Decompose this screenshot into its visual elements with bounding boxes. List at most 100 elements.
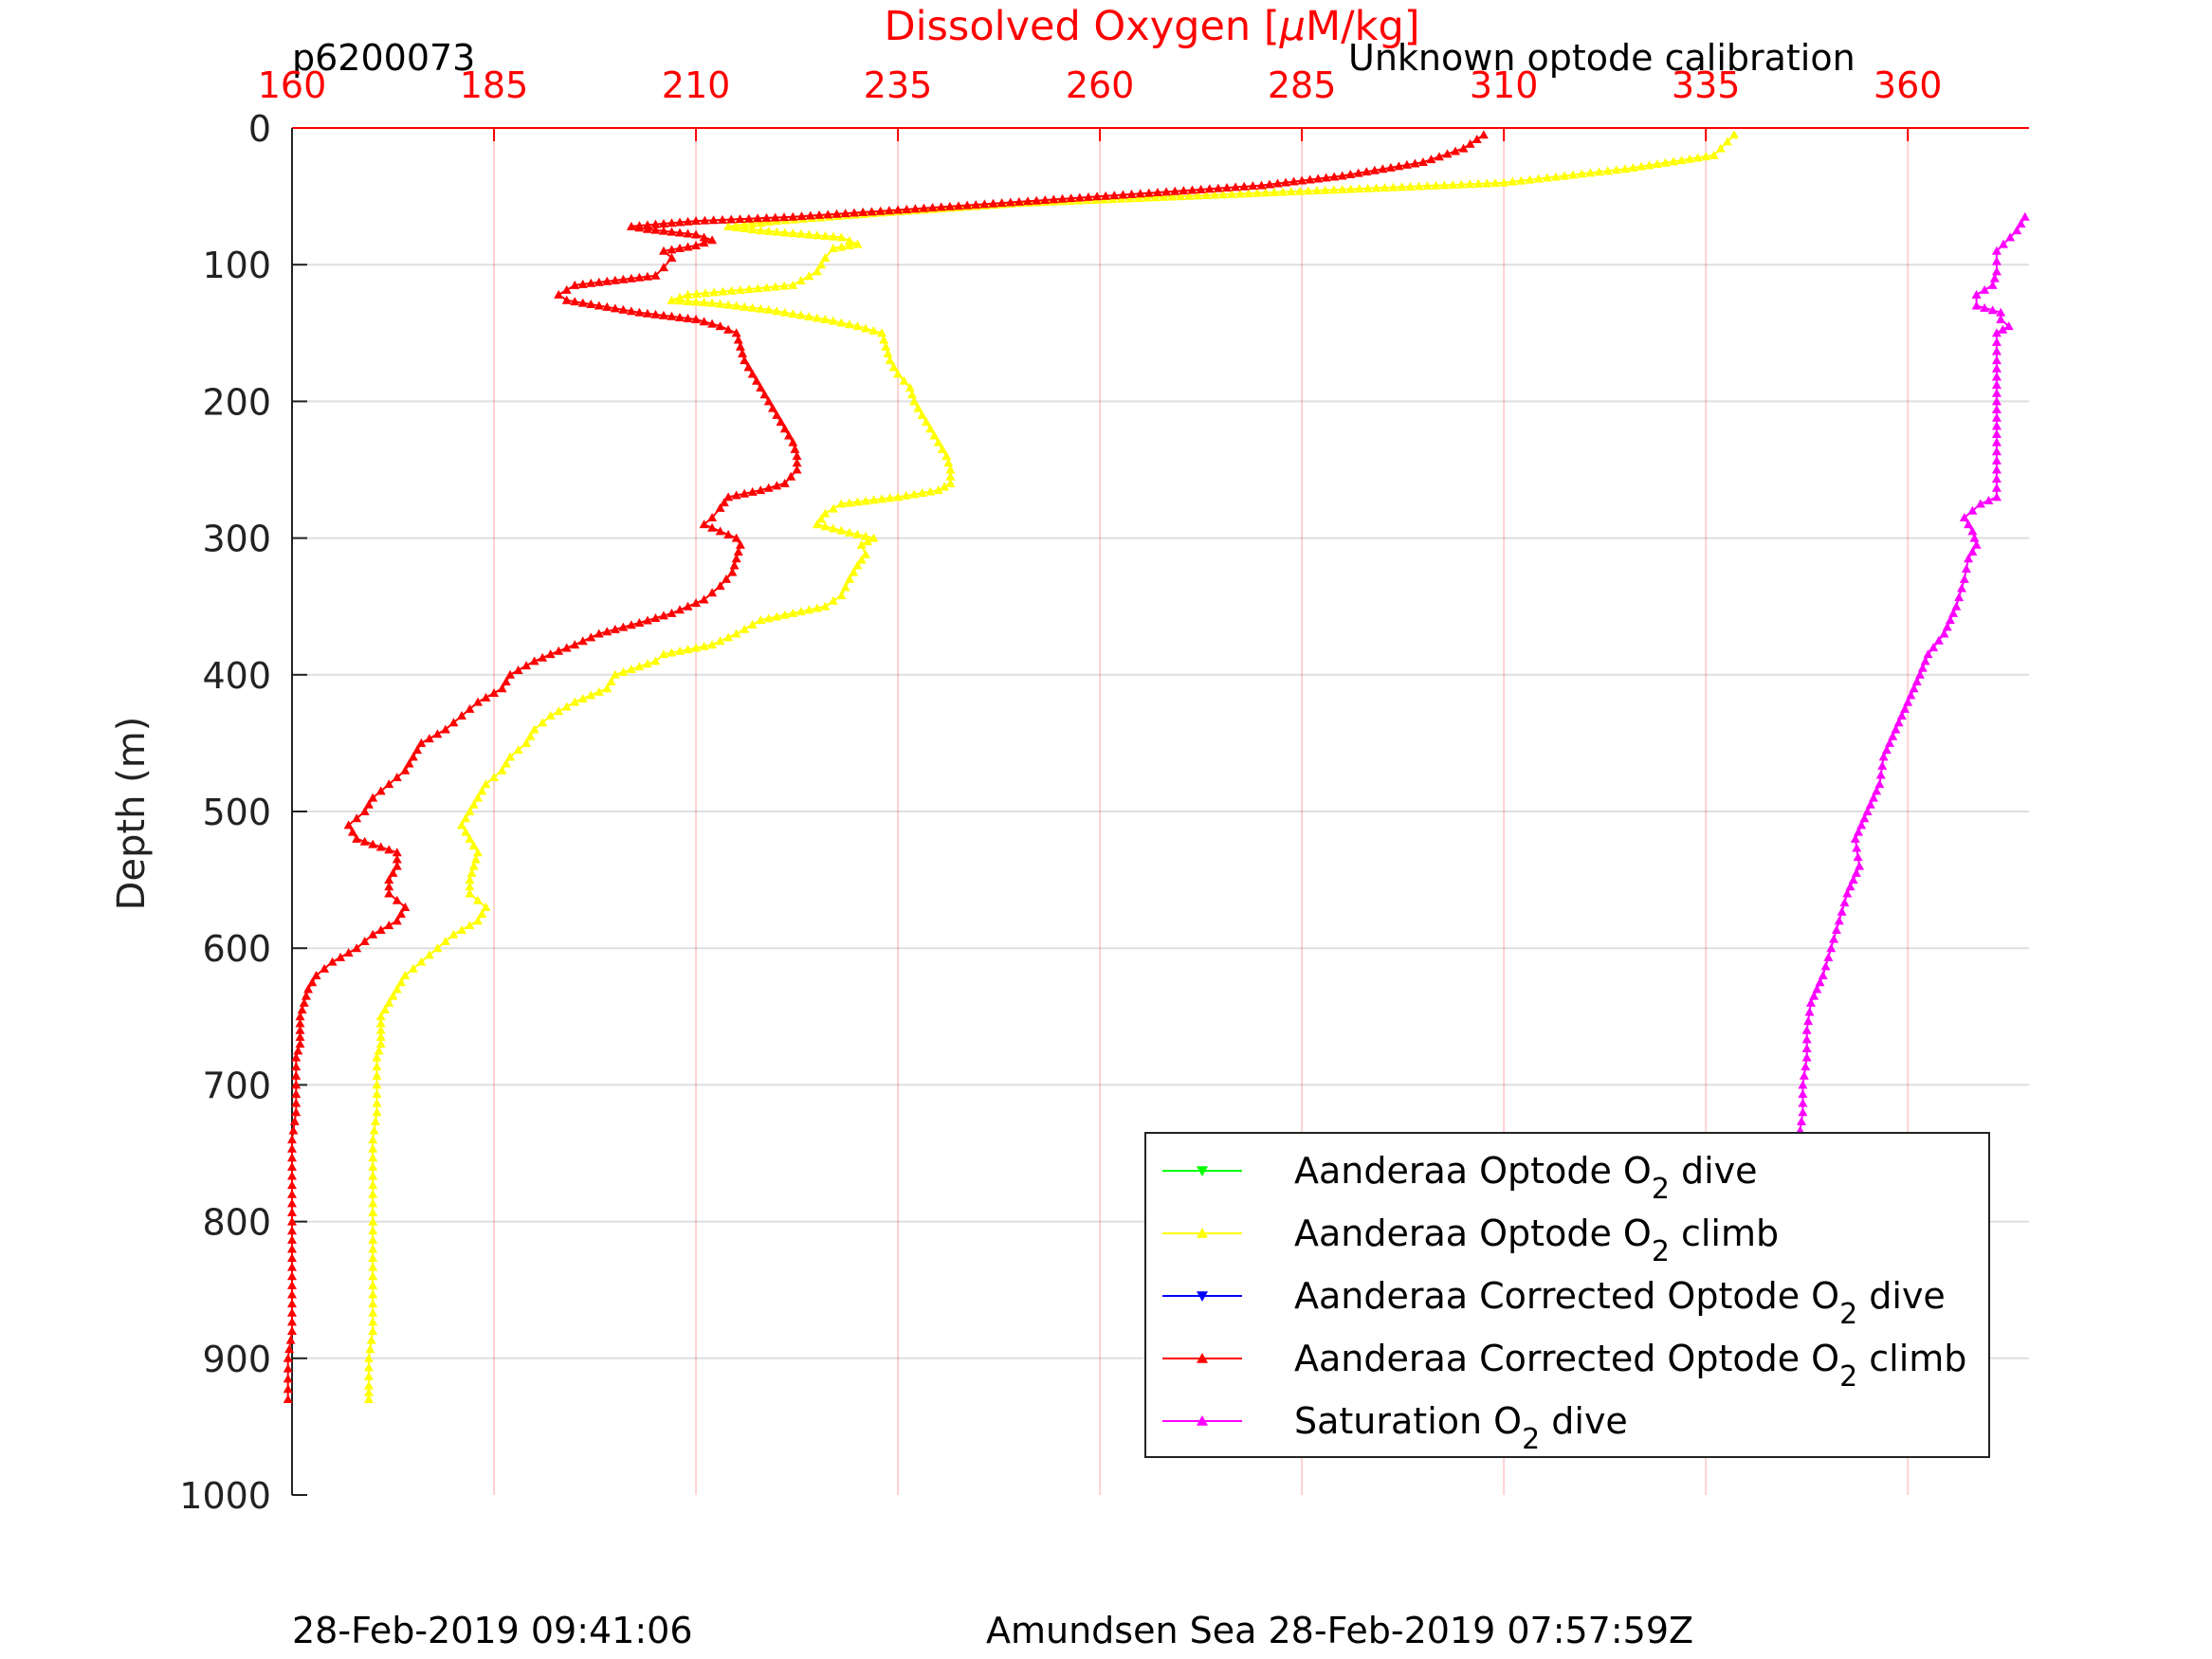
data-point	[1369, 165, 1380, 174]
data-point	[368, 1153, 378, 1162]
data-point	[877, 328, 887, 337]
data-point	[683, 296, 693, 305]
data-point	[691, 241, 702, 250]
data-point	[440, 724, 450, 734]
data-point	[770, 282, 780, 291]
data-point	[352, 943, 362, 953]
data-point	[1728, 130, 1739, 139]
data-point	[368, 1280, 378, 1289]
data-point	[772, 227, 782, 236]
data-point	[1801, 1025, 1812, 1034]
data-point	[375, 1031, 386, 1041]
data-point	[297, 1005, 307, 1014]
data-point	[901, 490, 911, 500]
data-point	[699, 317, 709, 326]
data-point	[307, 977, 318, 987]
data-point	[465, 875, 475, 884]
data-point	[772, 481, 782, 490]
data-point	[836, 242, 847, 251]
data-point	[1801, 1043, 1812, 1052]
data-point	[295, 1018, 305, 1028]
legend-label: Aanderaa Optode O2 climb	[1294, 1212, 1779, 1268]
data-point	[1210, 190, 1220, 199]
data-point	[1798, 1080, 1808, 1089]
data-point	[1722, 137, 1732, 146]
data-point	[618, 622, 629, 631]
data-point	[1874, 779, 1885, 789]
data-point	[658, 246, 668, 255]
data-point	[944, 201, 955, 210]
data-point	[1385, 162, 1396, 172]
data-point	[913, 403, 923, 412]
data-point	[368, 1262, 378, 1271]
data-point	[1989, 273, 2000, 283]
data-point	[1167, 191, 1178, 201]
data-point	[594, 629, 604, 638]
data-point	[1456, 179, 1467, 189]
data-point	[804, 605, 814, 614]
data-point	[1964, 520, 1974, 529]
data-point	[1872, 786, 1882, 795]
data-point	[779, 307, 790, 317]
data-point	[788, 280, 798, 289]
legend-swatch-marker	[1197, 1166, 1208, 1176]
data-point	[368, 1253, 378, 1263]
data-point	[683, 601, 693, 611]
data-point	[707, 640, 718, 649]
data-point	[852, 497, 863, 506]
data-point	[1862, 807, 1873, 815]
data-point	[284, 1344, 295, 1354]
y-tick-label: 800	[202, 1202, 271, 1244]
grid	[292, 128, 2029, 1495]
data-point	[1371, 183, 1381, 192]
data-point	[1005, 197, 1015, 207]
data-point	[1996, 307, 2006, 317]
data-point	[1118, 190, 1128, 199]
data-point	[849, 208, 859, 217]
data-point	[1410, 158, 1420, 168]
data-point	[396, 909, 407, 919]
data-point	[626, 221, 636, 230]
data-point	[1311, 186, 1322, 195]
legend-label: Aanderaa Corrected Optode O2 climb	[1294, 1338, 1966, 1394]
data-point	[359, 836, 370, 846]
data-point	[1823, 952, 1834, 961]
data-point	[1969, 533, 1980, 542]
data-point	[287, 1244, 297, 1253]
data-point	[1265, 179, 1275, 189]
data-point	[988, 198, 998, 208]
data-point	[812, 266, 822, 276]
data-point	[943, 458, 954, 467]
data-point	[1991, 412, 2002, 422]
data-point	[888, 362, 899, 372]
data-point	[650, 309, 661, 319]
data-point	[392, 895, 402, 904]
data-point	[465, 888, 475, 898]
data-point	[1135, 189, 1145, 198]
legend-swatch-marker	[1197, 1415, 1208, 1426]
data-point	[291, 1107, 302, 1117]
data-point	[816, 260, 827, 269]
data-point	[497, 684, 507, 693]
data-point	[1987, 280, 1998, 289]
data-point	[465, 703, 475, 713]
data-point	[723, 529, 734, 538]
data-point	[917, 410, 927, 419]
data-point	[726, 285, 737, 295]
data-point	[761, 212, 772, 222]
data-point	[683, 313, 693, 322]
data-point	[761, 283, 772, 292]
data-point	[828, 231, 838, 241]
data-point	[289, 1116, 300, 1125]
data-point	[747, 225, 758, 234]
data-point	[404, 758, 414, 768]
data-point	[594, 277, 604, 286]
data-point	[384, 888, 394, 898]
data-point	[756, 485, 766, 495]
data-point	[937, 444, 947, 453]
data-point	[658, 310, 668, 319]
data-point	[731, 301, 741, 310]
data-point	[561, 643, 572, 652]
data-point	[1991, 483, 2002, 492]
